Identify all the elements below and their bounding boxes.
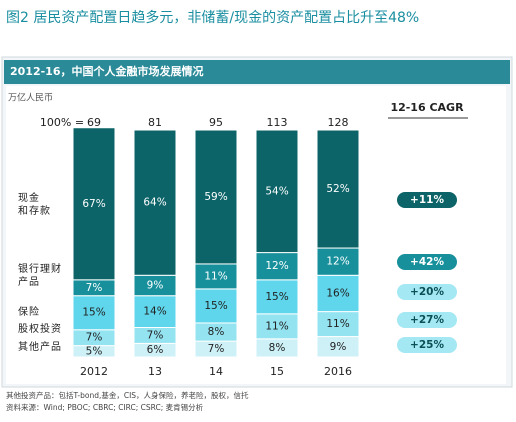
value-label: 11% xyxy=(265,320,288,332)
total-label: 128 xyxy=(328,116,349,129)
cagr-label: +42% xyxy=(410,256,444,268)
cagr-label: +25% xyxy=(410,339,444,351)
bar-segment xyxy=(255,252,299,281)
chart-title: 图2 居民资产配置日趋多元，非储蓄/现金的资产配置占比升至48% xyxy=(6,9,419,26)
bar-segment xyxy=(316,274,360,313)
total-label: 69 xyxy=(87,116,101,129)
bar-segment xyxy=(194,263,238,290)
subtitle: 2012-16，中国个人金融市场发展情况 xyxy=(10,64,204,78)
note: 资料来源：Wind; PBOC; CBRC; CIRC; CSRC; 麦肯锡分析 xyxy=(6,402,204,412)
cagr-label: +11% xyxy=(410,194,444,206)
value-label: 16% xyxy=(326,287,349,299)
value-label: 7% xyxy=(86,282,103,294)
value-label: 5% xyxy=(86,345,103,357)
value-label: 6% xyxy=(147,344,164,356)
value-label: 11% xyxy=(326,318,349,330)
cagr-label: +27% xyxy=(410,314,444,326)
value-label: 52% xyxy=(326,183,349,195)
value-label: 9% xyxy=(330,341,347,353)
series-name: 银行理财 产品 xyxy=(18,264,62,288)
cagr-pill xyxy=(397,254,457,270)
x-tick-label: 2012 xyxy=(80,365,108,378)
cagr-pill xyxy=(397,337,457,353)
value-label: 7% xyxy=(147,329,164,341)
value-label: 9% xyxy=(147,279,164,291)
series-name: 现金 和存款 xyxy=(18,193,51,217)
value-label: 54% xyxy=(265,185,288,197)
value-label: 11% xyxy=(204,270,227,282)
cagr-pill xyxy=(397,284,457,300)
banner xyxy=(4,60,510,84)
bar-segment xyxy=(255,279,299,315)
bar-segment xyxy=(133,129,177,276)
value-label: 7% xyxy=(208,343,225,355)
bar-segment xyxy=(194,288,238,324)
value-label: 8% xyxy=(269,342,286,354)
bar-segment xyxy=(72,127,116,281)
value-label: 12% xyxy=(265,260,288,272)
series-name: 股权投资 xyxy=(18,323,62,335)
value-label: 59% xyxy=(204,191,227,203)
value-label: 67% xyxy=(82,198,105,210)
value-label: 15% xyxy=(82,307,105,319)
value-label: 7% xyxy=(86,332,103,344)
value-label: 14% xyxy=(143,306,166,318)
cagr-pill xyxy=(397,312,457,328)
series-name: 保险 xyxy=(18,306,40,318)
value-label: 15% xyxy=(204,300,227,312)
x-tick-label: 2016 xyxy=(324,365,352,378)
x-tick-label: 13 xyxy=(148,365,162,378)
bar-segment xyxy=(316,311,360,338)
x-tick-label: 14 xyxy=(209,365,223,378)
bar-segment xyxy=(316,247,360,276)
value-label: 12% xyxy=(326,256,349,268)
bar-segment xyxy=(255,129,299,254)
x-tick-label: 15 xyxy=(270,365,284,378)
value-label: 64% xyxy=(143,197,166,209)
unit: 万亿人民币 xyxy=(8,92,53,104)
bar-segment xyxy=(133,295,177,328)
total-label: 95 xyxy=(209,116,223,129)
total-label: 113 xyxy=(267,116,288,129)
bar-segment xyxy=(194,129,238,265)
bar-segment xyxy=(72,295,116,331)
value-label: 15% xyxy=(265,291,288,303)
bar-segment xyxy=(316,129,360,249)
cagr-label: +20% xyxy=(410,286,444,298)
value-label: 8% xyxy=(208,326,225,338)
cagr-pill xyxy=(397,192,457,208)
series-name: 其他产品 xyxy=(18,341,62,353)
note: 其他投资产品：包括T-bond,基金，CIS，人身保险，养老险，股权，信托 xyxy=(6,390,249,400)
totals-label: 100% = xyxy=(40,116,84,129)
cagr-title: 12-16 CAGR xyxy=(390,101,464,114)
total-label: 81 xyxy=(148,116,162,129)
